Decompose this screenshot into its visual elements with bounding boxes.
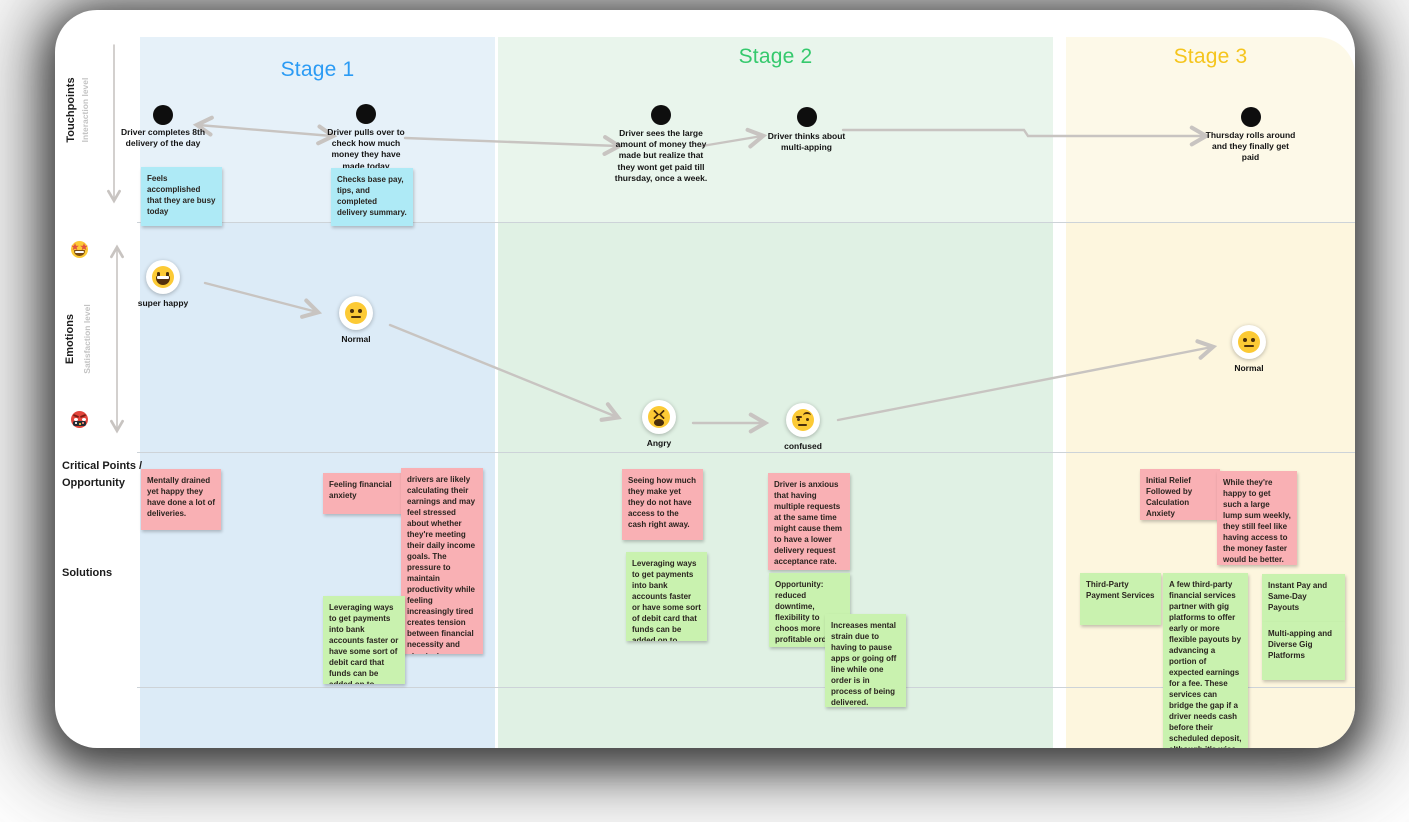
row-divider-emotions xyxy=(137,452,1355,453)
touchpoint-dot-3[interactable] xyxy=(651,105,671,125)
neutral-face-icon xyxy=(1238,331,1260,353)
sticky-note-mental-strain[interactable]: Increases mental strain due to having to… xyxy=(825,614,906,707)
star-eye-icon xyxy=(71,243,79,251)
touchpoint-label-4[interactable]: Driver thinks about multi-apping xyxy=(767,131,846,153)
eye xyxy=(73,418,78,421)
row-divider-touchpoints xyxy=(137,222,1355,223)
emotion-label: Normal xyxy=(1234,363,1264,373)
sticky-note-checks-base-pay[interactable]: Checks base pay, tips, and completed del… xyxy=(331,168,413,226)
touchpoint-label-5[interactable]: Thursday rolls around and they finally g… xyxy=(1205,130,1296,163)
sticky-note-driver-anxious[interactable]: Driver is anxious that having multiple r… xyxy=(768,473,850,570)
sticky-note-initial-relief[interactable]: Initial Relief Followed by Calculation A… xyxy=(1140,469,1220,520)
journey-map-board: Stage 1 Stage 2 Stage 3 Touchpoints Inte… xyxy=(55,10,1355,748)
stage2-title: Stage 2 xyxy=(738,45,813,68)
sticky-note-instant-pay[interactable]: Instant Pay and Same-Day Payouts xyxy=(1262,574,1345,622)
star-eye-icon xyxy=(80,243,88,251)
touchpoint-label-3[interactable]: Driver sees the large amount of money th… xyxy=(614,128,708,183)
stage1-title: Stage 1 xyxy=(280,58,355,81)
emotion-label: confused xyxy=(784,441,822,451)
sticky-note-multi-apping[interactable]: Multi-apping and Diverse Gig Platforms xyxy=(1262,622,1345,680)
grinning-face-icon xyxy=(152,266,174,288)
stage3-title: Stage 3 xyxy=(1173,45,1248,68)
touchpoints-row-label: Touchpoints xyxy=(65,77,77,143)
interaction-level-sublabel: Interaction level xyxy=(80,77,90,143)
critical-points-row-label: Critical Points / Opportunity xyxy=(62,460,143,489)
emotion-node-normal-2[interactable]: Normal xyxy=(1219,325,1279,373)
sticky-note-no-cash-access[interactable]: Seeing how much they make yet they do no… xyxy=(622,469,703,540)
touchpoint-dot-4[interactable] xyxy=(797,107,817,127)
emotion-label: Angry xyxy=(646,438,672,448)
sticky-note-drivers-calculating[interactable]: drivers are likely calculating their ear… xyxy=(401,468,483,654)
sticky-note-feels-accomplished[interactable]: Feels accomplished that they are busy to… xyxy=(141,167,222,226)
emotion-node-confused[interactable]: confused xyxy=(773,403,833,451)
eye xyxy=(81,418,86,421)
sticky-note-leveraging-2[interactable]: Leveraging ways to get payments into ban… xyxy=(626,552,707,641)
emotion-node-super-happy[interactable]: super happy xyxy=(133,260,193,308)
emotion-label: Normal xyxy=(341,334,371,344)
solutions-row-label: Solutions xyxy=(62,567,113,579)
emotions-row-label: Emotions xyxy=(64,313,76,365)
sticky-note-third-party[interactable]: Third-Party Payment Services xyxy=(1080,573,1161,625)
cursing-face-icon xyxy=(71,411,88,428)
star-struck-icon xyxy=(71,241,88,258)
touchpoint-dot-2[interactable] xyxy=(356,104,376,124)
emotion-node-normal-1[interactable]: Normal xyxy=(326,296,386,344)
grawlix-mouth xyxy=(73,421,86,426)
sticky-note-opportunity[interactable]: Opportunity: reduced downtime, flexibili… xyxy=(769,573,850,647)
row-divider-solutions xyxy=(137,687,1355,688)
sticky-note-flexible-payouts[interactable]: A few third-party financial services par… xyxy=(1163,573,1248,748)
sticky-note-financial-anxiety[interactable]: Feeling financial anxiety xyxy=(323,473,404,514)
emotion-node-angry[interactable]: Angry xyxy=(629,400,689,448)
touchpoint-label-1[interactable]: Driver completes 8th delivery of the day xyxy=(120,127,206,149)
sticky-note-leveraging-1[interactable]: Leveraging ways to get payments into ban… xyxy=(323,596,405,684)
emotion-label: super happy xyxy=(137,298,189,308)
grin-mouth xyxy=(74,250,85,256)
sticky-note-lump-sum[interactable]: While they're happy to get such a large … xyxy=(1217,471,1297,565)
touchpoint-label-2[interactable]: Driver pulls over to check how much mone… xyxy=(327,127,405,171)
neutral-face-icon xyxy=(345,302,367,324)
sticky-note-mentally-drained[interactable]: Mentally drained yet happy they have don… xyxy=(141,469,221,530)
touchpoint-dot-1[interactable] xyxy=(153,105,173,125)
raised-eyebrow-face-icon xyxy=(792,409,814,431)
satisfaction-level-sublabel: Satisfaction level xyxy=(82,304,92,374)
touchpoint-dot-5[interactable] xyxy=(1241,107,1261,127)
tired-face-icon xyxy=(648,406,670,428)
